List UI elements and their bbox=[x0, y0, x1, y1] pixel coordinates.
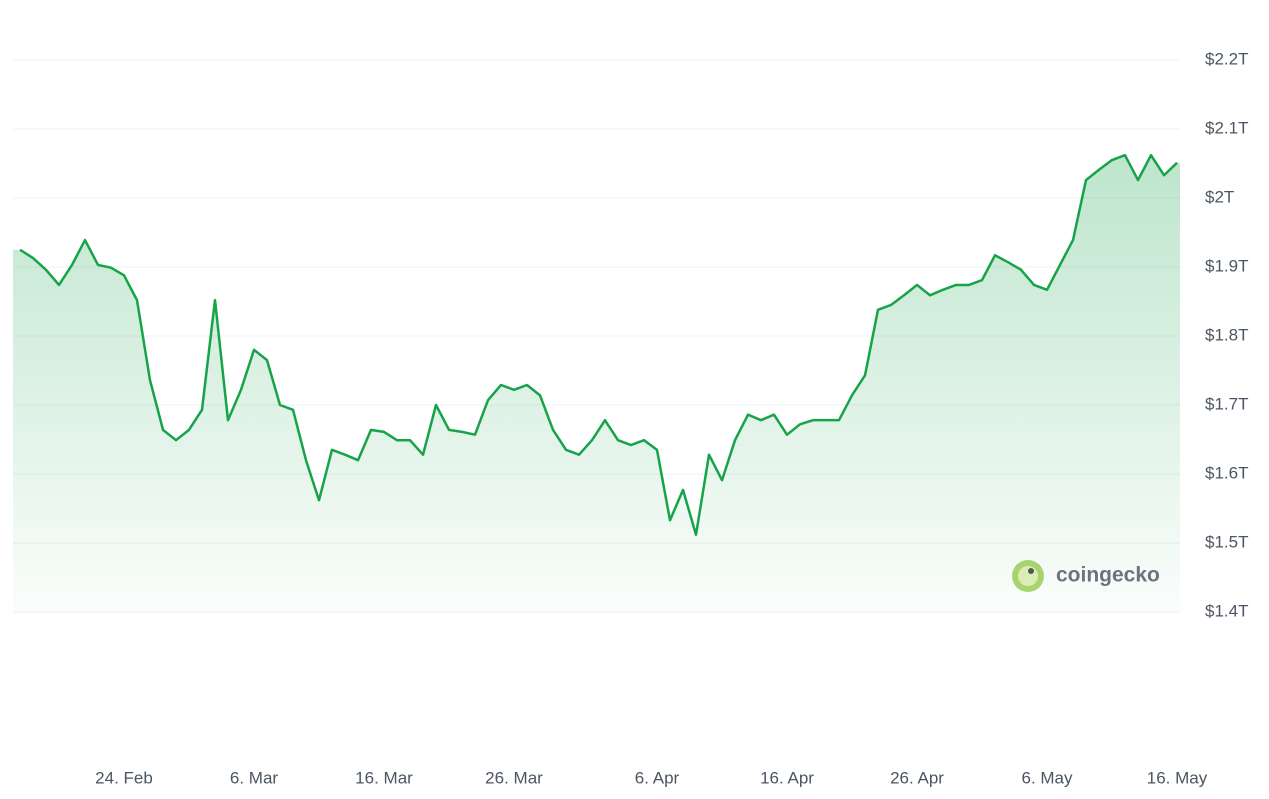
y-tick-label: $1.9T bbox=[1205, 256, 1248, 275]
x-tick-label: 16. Apr bbox=[760, 768, 814, 787]
y-tick-label: $1.6T bbox=[1205, 463, 1248, 482]
x-tick-label: 6. Apr bbox=[635, 768, 680, 787]
y-tick-label: $1.7T bbox=[1205, 394, 1248, 413]
x-tick-label: 16. Mar bbox=[355, 768, 413, 787]
x-tick-label: 24. Feb bbox=[95, 768, 153, 787]
x-tick-label: 6. May bbox=[1021, 768, 1073, 787]
area bbox=[13, 155, 1180, 612]
x-tick-label: 26. Mar bbox=[485, 768, 543, 787]
line bbox=[19, 153, 1178, 536]
x-tick-label: 26. Apr bbox=[890, 768, 944, 787]
y-tick-label: $1.8T bbox=[1205, 325, 1248, 344]
y-tick-label: $2T bbox=[1205, 187, 1234, 206]
y-tick-label: $1.4T bbox=[1205, 601, 1248, 620]
y-tick-label: $2.2T bbox=[1205, 49, 1248, 68]
x-tick-label: 6. Mar bbox=[230, 768, 279, 787]
watermark-logo bbox=[1012, 560, 1044, 592]
watermark: coingecko bbox=[1056, 564, 1160, 587]
y-tick-label: $2.1T bbox=[1205, 118, 1248, 137]
y-tick-label: $1.5T bbox=[1205, 532, 1248, 551]
x-tick-label: 16. May bbox=[1147, 768, 1208, 787]
